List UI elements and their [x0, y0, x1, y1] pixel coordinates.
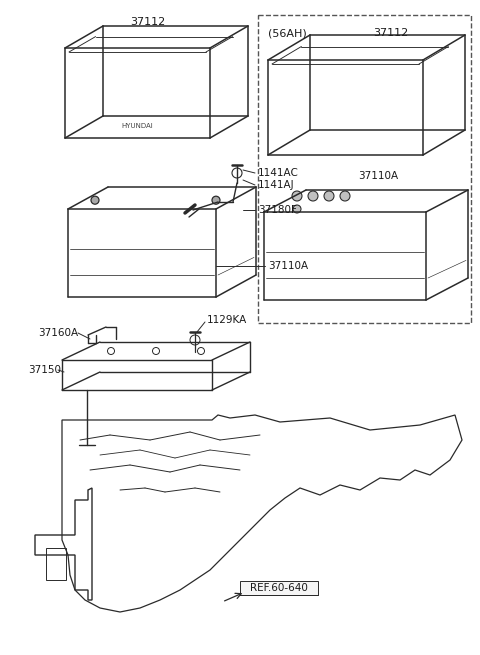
- Circle shape: [212, 196, 220, 204]
- Circle shape: [292, 191, 302, 201]
- Text: 37180F: 37180F: [258, 205, 297, 215]
- Text: 37112: 37112: [373, 28, 408, 38]
- Bar: [46, 548, 66, 580]
- Text: 1141AC: 1141AC: [258, 168, 299, 178]
- Bar: [258, 15, 471, 323]
- Text: 1141AJ: 1141AJ: [258, 180, 295, 190]
- Circle shape: [308, 191, 318, 201]
- Text: 37160A: 37160A: [38, 328, 78, 338]
- Text: HYUNDAI: HYUNDAI: [121, 123, 154, 129]
- Text: 37112: 37112: [130, 17, 165, 27]
- Circle shape: [91, 196, 99, 204]
- Text: 37110A: 37110A: [268, 261, 308, 271]
- Text: (56AH): (56AH): [268, 28, 307, 38]
- Text: 37150: 37150: [28, 365, 61, 375]
- Bar: [240, 581, 318, 595]
- Text: 37110A: 37110A: [358, 171, 398, 181]
- Text: REF.60-640: REF.60-640: [250, 583, 308, 593]
- Text: 1129KA: 1129KA: [207, 315, 247, 325]
- Circle shape: [324, 191, 334, 201]
- Circle shape: [293, 205, 301, 213]
- Circle shape: [340, 191, 350, 201]
